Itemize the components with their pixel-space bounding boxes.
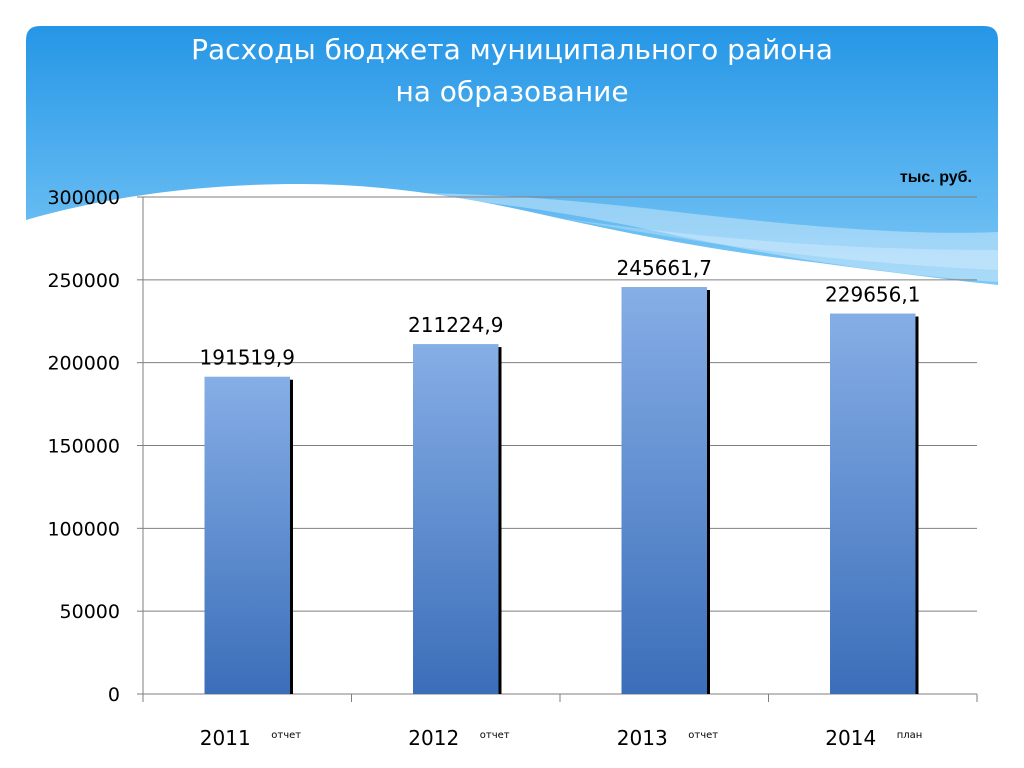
unit-label: тыс. руб. <box>899 169 972 186</box>
data-label: 191519,9 <box>200 346 295 370</box>
bar <box>204 376 290 694</box>
y-tick-label: 0 <box>108 684 120 706</box>
title-line-1: Расходы бюджета муниципального района <box>191 33 833 66</box>
x-tick-note: отчет <box>271 730 301 741</box>
x-tick-label: 2012 <box>408 726 459 750</box>
data-label: 229656,1 <box>825 283 920 307</box>
bar <box>830 313 916 694</box>
y-tick-label: 150000 <box>47 436 120 458</box>
bar <box>413 344 499 694</box>
title-line-2: на образование <box>395 75 629 108</box>
data-label: 245661,7 <box>617 256 712 280</box>
bars <box>204 287 919 694</box>
x-tick-label: 2011 <box>200 726 251 750</box>
y-tick-label: 200000 <box>47 353 120 375</box>
header-wave-light <box>300 192 998 282</box>
x-tick-label: 2014 <box>825 726 876 750</box>
x-tick-label: 2013 <box>617 726 668 750</box>
y-tick-label: 50000 <box>60 601 120 623</box>
x-tick-note: план <box>897 730 923 741</box>
x-tick-note: отчет <box>688 730 718 741</box>
header-wave-soft <box>560 218 998 270</box>
header-band <box>26 26 998 285</box>
labels: 0 50000 100000 150000 200000 250000 300000 1915… <box>47 187 922 750</box>
x-tick-note: отчет <box>480 730 510 741</box>
data-label: 211224,9 <box>408 313 503 337</box>
y-tick-label: 250000 <box>47 270 120 292</box>
y-tick-label: 300000 <box>47 187 120 209</box>
y-tick-label: 100000 <box>47 518 120 540</box>
bar <box>621 287 707 694</box>
